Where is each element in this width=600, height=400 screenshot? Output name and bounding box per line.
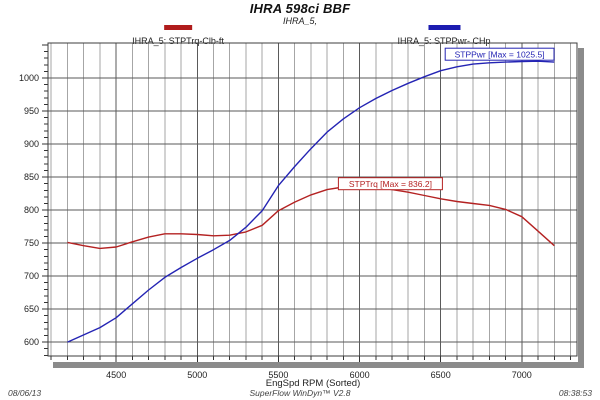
plot-shadow [53,48,584,368]
svg-text:850: 850 [24,172,39,182]
plot-frame [47,42,578,357]
footer-app: SuperFlow WinDyn™ V2.8 [249,388,351,398]
svg-text:7000: 7000 [512,370,532,380]
svg-text:950: 950 [24,106,39,116]
footer-time: 08:38:53 [558,388,592,398]
torque-max-annotation: STPTrq [Max = 836.2] [337,177,443,191]
svg-text:STPPwr [Max = 1025.5]: STPPwr [Max = 1025.5] [455,49,545,59]
legend-power: IHRA_5: STPPwr- CHp [397,25,491,49]
svg-text:5500: 5500 [268,370,288,380]
svg-text:6500: 6500 [431,370,451,380]
svg-text:6000: 6000 [350,370,370,380]
power-max-annotation: STPPwr [Max = 1025.5] [444,47,555,61]
grid [42,43,577,362]
svg-text:5000: 5000 [187,370,207,380]
chart-subtitle: IHRA_5, [282,16,317,26]
x-axis-title: EngSpd RPM (Sorted) [265,378,361,389]
svg-text:650: 650 [24,304,39,314]
svg-text:STPTrq [Max = 836.2]: STPTrq [Max = 836.2] [349,179,432,189]
power-legend-swatch [428,25,460,30]
svg-text:1000: 1000 [19,73,39,83]
torque-legend-swatch [164,25,192,30]
svg-text:900: 900 [24,139,39,149]
footer-date: 08/06/13 [8,388,42,398]
svg-text:750: 750 [24,238,39,248]
svg-text:700: 700 [24,271,39,281]
torque-legend-label: IHRA_5: STPTrq-Clb-ft [132,36,224,46]
chart-title: IHRA 598ci BBF [249,1,351,16]
torque-curve [67,185,555,250]
power-legend-label: IHRA_5: STPPwr- CHp [397,36,491,46]
tick-labels: 4500 5000 5500 6000 6500 7000 600 650 700 750 800 8… [19,73,532,380]
legend-torque: IHRA_5: STPTrq-Clb-ft [132,25,224,49]
power-curve [67,60,555,343]
svg-text:600: 600 [24,337,39,347]
svg-text:4500: 4500 [106,370,126,380]
svg-text:800: 800 [24,205,39,215]
